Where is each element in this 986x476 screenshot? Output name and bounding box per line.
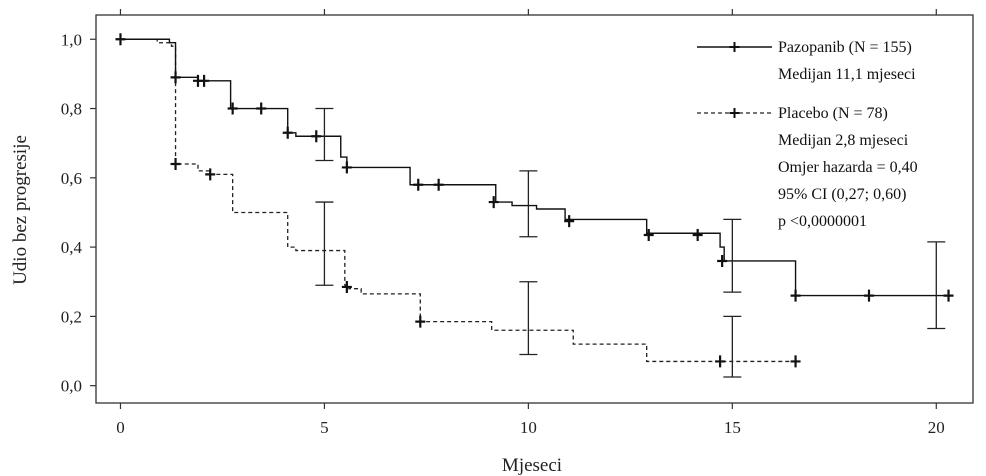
x-tick-label: 15 xyxy=(724,418,741,437)
legend-p-value: p <0,0000001 xyxy=(778,213,867,230)
pazopanib-ci-bar xyxy=(723,218,742,293)
pazopanib-censor-mark xyxy=(433,178,444,191)
legend-placebo-marker xyxy=(729,108,740,118)
plot-frame xyxy=(95,14,974,404)
y-tick-label: 0,4 xyxy=(61,238,83,257)
placebo-censor-mark xyxy=(341,280,352,293)
pazopanib-censor-mark xyxy=(341,161,352,174)
placebo-censor-mark xyxy=(205,168,216,181)
placebo-ci-bar xyxy=(723,315,742,378)
pazopanib-censor-mark xyxy=(282,126,293,139)
legend-pazopanib-label: Pazopanib (N = 155) xyxy=(778,39,912,56)
pazopanib-ci-bar xyxy=(315,107,334,162)
y-tick-label: 0,2 xyxy=(61,307,82,326)
pazopanib-ci-bar xyxy=(927,241,946,330)
x-axis-title: Mjeseci xyxy=(502,455,562,476)
pazopanib-ci-bar xyxy=(519,170,538,238)
y-axis-title: Udio bez progresije xyxy=(10,135,31,285)
x-tick-label: 0 xyxy=(116,418,125,437)
legend-pazopanib-median: Medijan 11,1 mjeseci xyxy=(778,66,916,83)
pazopanib-censor-mark xyxy=(311,130,322,143)
x-tick-label: 5 xyxy=(320,418,329,437)
placebo-survival-curve xyxy=(120,38,796,363)
placebo-censor-mark xyxy=(415,315,426,328)
placebo-censor-mark xyxy=(715,355,726,368)
placebo-censor-mark xyxy=(170,157,181,170)
placebo-ci-bar xyxy=(519,281,538,356)
x-tick-label: 20 xyxy=(928,418,945,437)
legend: Pazopanib (N = 155) Medijan 11,1 mjeseci… xyxy=(697,39,918,230)
legend-hazard-ratio: Omjer hazarda = 0,40 xyxy=(778,159,918,176)
y-tick-label: 0,6 xyxy=(61,169,82,188)
placebo-ci-bar xyxy=(315,201,334,286)
pazopanib-censor-mark xyxy=(170,71,181,84)
ticks-layer: 0 5 10 15 20 0,0 0,2 0,4 0,6 0,8 1,0 xyxy=(61,9,945,437)
legend-ci: 95% CI (0,27; 0,60) xyxy=(778,186,906,203)
pazopanib-censor-mark xyxy=(943,289,954,302)
pazopanib-censor-mark xyxy=(413,178,424,191)
pazopanib-censor-mark xyxy=(488,196,499,209)
y-tick-label: 0,0 xyxy=(61,377,82,396)
pazopanib-censor-mark xyxy=(564,215,575,228)
pazopanib-censor-mark xyxy=(199,74,210,87)
pazopanib-censor-mark xyxy=(717,254,728,267)
legend-placebo-label: Placebo (N = 78) xyxy=(778,105,888,122)
legend-pazopanib-marker xyxy=(729,42,740,52)
x-tick-label: 10 xyxy=(520,418,537,437)
pazopanib-censor-mark xyxy=(115,33,126,46)
series-layer xyxy=(115,33,954,378)
pazopanib-censor-mark xyxy=(256,102,267,115)
pazopanib-censor-mark xyxy=(863,289,874,302)
pazopanib-censor-mark xyxy=(790,289,801,302)
pazopanib-censor-mark xyxy=(692,228,703,241)
legend-placebo-median: Medijan 2,8 mjeseci xyxy=(778,132,909,149)
pazopanib-censor-mark xyxy=(227,102,238,115)
y-tick-label: 0,8 xyxy=(61,100,82,119)
y-tick-label: 1,0 xyxy=(61,30,82,49)
placebo-censor-mark xyxy=(790,355,801,368)
pazopanib-censor-mark xyxy=(643,228,654,241)
